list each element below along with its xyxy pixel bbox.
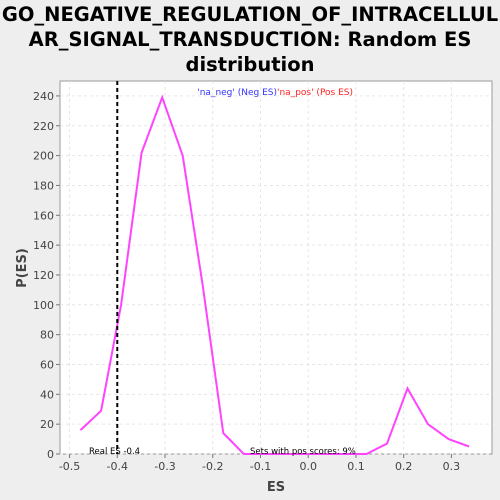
x-tick-label: 0.2	[395, 460, 413, 473]
y-tick-label: 20	[40, 418, 54, 431]
y-tick-label: 80	[40, 329, 54, 342]
y-tick-label: 220	[33, 120, 54, 133]
y-tick-label: 180	[33, 179, 54, 192]
es-distribution-line	[79, 94, 470, 455]
x-tick-label: -0.3	[154, 460, 175, 473]
y-tick-label: 60	[40, 358, 54, 371]
y-tick-label: 140	[33, 239, 54, 252]
y-axis-label: P(ES)	[15, 248, 30, 288]
plot-area	[59, 80, 493, 455]
y-tick-label: 120	[33, 269, 54, 282]
y-tick-label: 0	[47, 448, 54, 461]
x-tick-label: -0.1	[250, 460, 271, 473]
x-axis-label: ES	[267, 480, 285, 495]
x-axis: -0.5 -0.4 -0.3 -0.2 -0.1 0.0 0.1 0.2 0.3	[59, 454, 460, 473]
x-tick-label: 0.0	[299, 460, 317, 473]
y-tick-label: 40	[40, 388, 54, 401]
y-axis: 0 20 40 60 80 100 120 140 160 180 200 220 240	[33, 90, 60, 461]
chart-title: GO_NEGATIVE_REGULATION_OF_INTRACELLUL AR…	[0, 2, 500, 77]
y-tick-label: 160	[33, 209, 54, 222]
x-tick-label: 0.1	[347, 460, 365, 473]
legend-neg: 'na_neg' (Neg ES)	[197, 88, 277, 98]
x-tick-label: 0.3	[443, 460, 461, 473]
chart-title-line-3: distribution	[185, 53, 315, 76]
x-tick-label: -0.4	[107, 460, 128, 473]
chart-title-line-2: AR_SIGNAL_TRANSDUCTION: Random ES	[28, 28, 472, 51]
chart-title-line-1: GO_NEGATIVE_REGULATION_OF_INTRACELLUL	[1, 3, 499, 26]
legend-pos: 'na_pos' (Pos ES)	[277, 88, 353, 98]
grid	[60, 81, 492, 455]
real-es-label: Real ES -0.4	[89, 447, 140, 457]
x-tick-label: -0.5	[59, 460, 80, 473]
y-tick-label: 200	[33, 150, 54, 163]
x-tick-label: -0.2	[202, 460, 223, 473]
pos-scores-annotation: Sets with pos scores: 9%	[250, 447, 356, 457]
y-tick-label: 100	[33, 299, 54, 312]
y-tick-label: 240	[33, 90, 54, 103]
series-group	[79, 94, 470, 455]
